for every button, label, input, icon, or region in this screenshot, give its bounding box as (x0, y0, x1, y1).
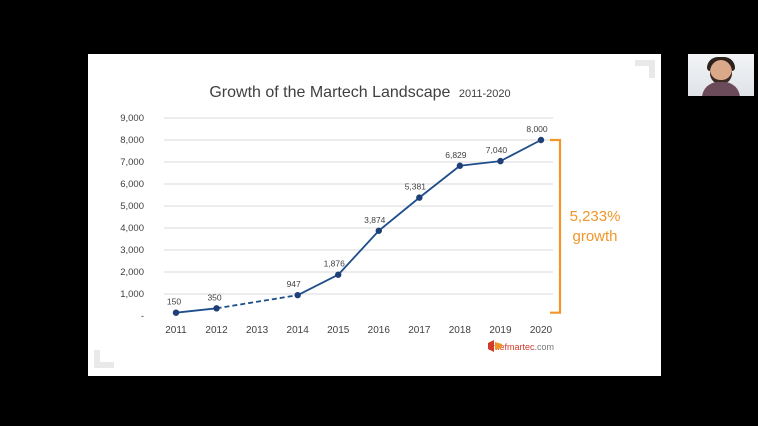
chart-title: Growth of the Martech Landscape 2011-202… (209, 84, 510, 101)
y-tick-label: 5,000 (120, 201, 144, 212)
data-point (497, 157, 504, 165)
data-label: 350 (207, 292, 221, 302)
grid-lines (164, 117, 553, 295)
data-point (172, 309, 180, 316)
data-label: 7,040 (486, 145, 508, 155)
x-axis-ticks: 2011 2012 2013 2014 2015 2016 2017 2018 2019 2020 (165, 325, 552, 336)
chart-title-main: Growth of the Martech Landscape (209, 84, 450, 101)
data-label: 1,876 (324, 259, 346, 269)
data-point (335, 271, 342, 278)
participant-head (710, 60, 732, 84)
participant-body (702, 82, 740, 96)
x-tick-label: 2011 (165, 325, 187, 336)
data-label: 947 (287, 279, 301, 289)
x-tick-label: 2018 (449, 325, 472, 336)
series-segment (337, 230, 380, 276)
y-tick-label: 7,000 (120, 157, 144, 168)
y-tick-label: 1,000 (120, 289, 144, 300)
data-label: 8,000 (526, 124, 548, 134)
series-segment (175, 307, 217, 314)
data-point (294, 291, 301, 299)
slide-corner-mark-bottom-left (94, 350, 100, 368)
y-tick-label: 2,000 (120, 267, 144, 278)
logo-brand: chiefmartec (488, 342, 535, 352)
growth-annotation: 5,233% growth (550, 138, 621, 314)
y-axis-ticks: - 1,000 2,000 3,000 4,000 5,000 6,000 7,000 8,00… (120, 113, 144, 322)
data-label: 6,829 (445, 150, 467, 160)
x-tick-label: 2017 (408, 325, 431, 336)
data-point (375, 227, 382, 234)
series-segment-dashed (216, 294, 298, 310)
chiefmartec-logo-icon (488, 340, 502, 352)
series-segment (500, 139, 542, 162)
slide-corner-mark-top-right (635, 60, 655, 66)
data-point (456, 162, 464, 169)
participant-video-thumbnail[interactable] (688, 54, 754, 96)
series-lines (175, 139, 542, 314)
data-label: 5,381 (405, 182, 427, 192)
data-label: 3,874 (364, 215, 386, 225)
y-tick-label: 6,000 (120, 179, 144, 190)
x-tick-label: 2013 (246, 325, 269, 336)
series-segment (297, 273, 339, 296)
y-tick-label: 8,000 (120, 135, 144, 146)
data-labels: 150 350 947 1,876 3,874 5,381 6,829 7,040 8,000 (167, 124, 548, 307)
series-points (172, 136, 545, 316)
series-segment (378, 196, 420, 232)
x-tick-label: 2020 (530, 325, 553, 336)
series-segment (418, 165, 461, 199)
presentation-slide: Growth of the Martech Landscape 2011-202… (88, 54, 661, 376)
logo-tld: .com (534, 342, 555, 352)
chart-title-suffix: 2011-2020 (459, 88, 511, 100)
slide-corner-mark-top-right-vertical (649, 60, 655, 78)
y-tick-label: - (141, 311, 144, 322)
data-point (213, 305, 220, 312)
slide-corner-mark-bottom-left-horizontal (94, 362, 114, 368)
x-tick-label: 2019 (489, 325, 512, 336)
x-tick-label: 2014 (287, 325, 310, 336)
data-point (416, 194, 423, 201)
y-tick-label: 9,000 (120, 113, 144, 124)
chiefmartec-logo-text: chiefmartec.com (488, 342, 554, 352)
y-tick-label: 3,000 (120, 245, 144, 256)
chiefmartec-logo: chiefmartec.com (488, 340, 554, 354)
growth-bracket (550, 138, 562, 314)
x-tick-label: 2015 (327, 325, 350, 336)
data-point (537, 136, 545, 144)
growth-percent-label: 5,233% (570, 208, 621, 225)
growth-line-chart: Growth of the Martech Landscape 2011-202… (120, 84, 621, 336)
growth-word-label: growth (572, 228, 617, 245)
series-segment (459, 160, 501, 167)
x-tick-label: 2016 (368, 325, 391, 336)
data-label: 150 (167, 297, 181, 307)
y-tick-label: 4,000 (120, 223, 144, 234)
x-tick-label: 2012 (205, 325, 228, 336)
